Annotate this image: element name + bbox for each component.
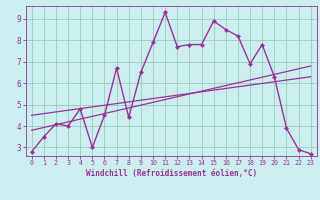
- X-axis label: Windchill (Refroidissement éolien,°C): Windchill (Refroidissement éolien,°C): [86, 169, 257, 178]
